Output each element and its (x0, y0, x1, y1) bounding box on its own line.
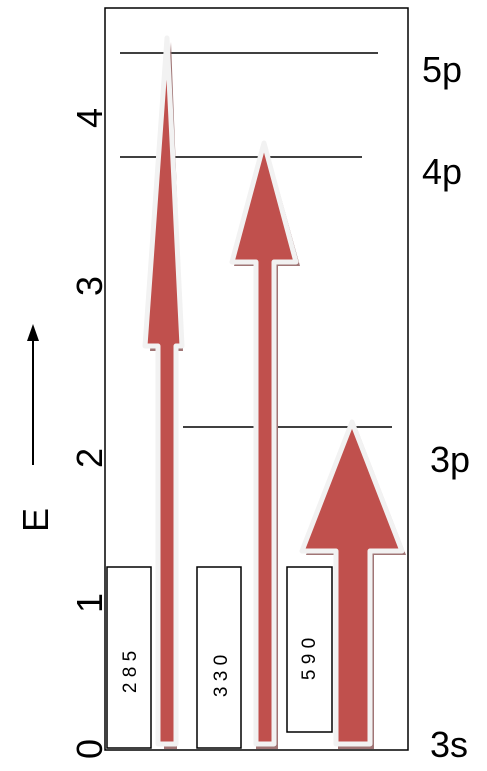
y-tick-2: 2 (69, 448, 110, 468)
wavelength-box-590 (286, 566, 333, 733)
level-label-3p: 3p (430, 439, 470, 480)
y-tick-4: 4 (69, 108, 110, 128)
arrow-590 (299, 419, 405, 747)
wavelength-label-285: 2 8 5 (120, 651, 141, 693)
level-label-5p: 5p (422, 49, 462, 90)
y-tick-1: 1 (69, 593, 110, 613)
arrow-285 (142, 35, 185, 747)
plot-frame (104, 7, 409, 751)
energy-direction-arrow-head (27, 324, 39, 341)
arrow-330 (229, 140, 299, 747)
y-tick-3: 3 (69, 276, 110, 296)
y-tick-0: 0 (69, 739, 110, 759)
wavelength-label-590: 5 9 0 (299, 638, 320, 680)
wavelength-label-330: 3 3 0 (211, 655, 232, 697)
wavelength-box-330 (196, 566, 242, 749)
level-label-4p: 4p (422, 151, 462, 192)
wavelength-box-285 (106, 566, 152, 749)
y-axis-label: E (15, 508, 56, 532)
level-label-3s: 3s (430, 724, 468, 765)
